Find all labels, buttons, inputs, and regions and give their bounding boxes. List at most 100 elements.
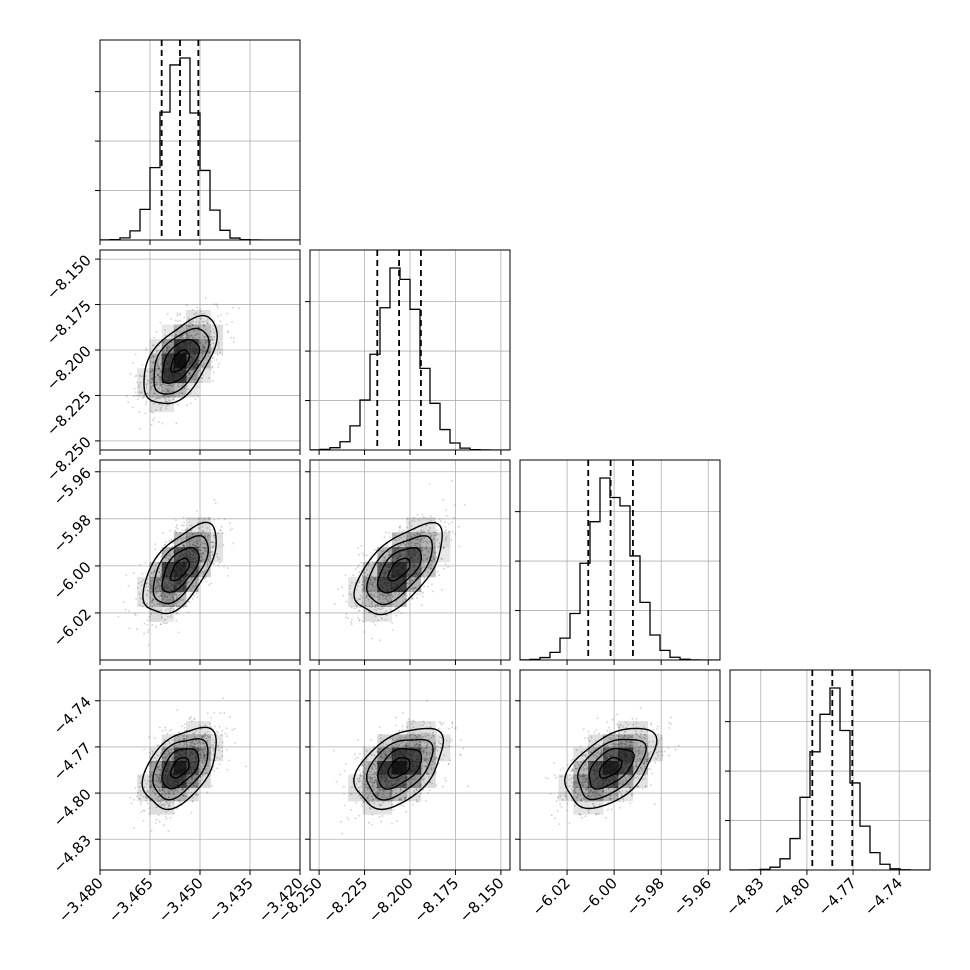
sample-point (201, 374, 204, 376)
sample-point (155, 349, 158, 352)
density-cell (149, 576, 162, 593)
sample-point (408, 592, 411, 595)
sample-point (196, 592, 198, 595)
sample-point (145, 386, 148, 389)
sample-point (156, 766, 159, 769)
sample-point (154, 398, 157, 400)
sample-point (191, 324, 194, 327)
sample-point (193, 736, 196, 738)
sample-point (161, 803, 164, 806)
sample-point (195, 540, 198, 543)
sample-point (193, 742, 196, 745)
sample-point (156, 397, 158, 400)
sample-point (154, 392, 157, 395)
sample-point (200, 755, 202, 757)
sample-point (154, 569, 156, 571)
sample-point (158, 787, 161, 790)
sample-point (199, 539, 202, 542)
sample-point (160, 595, 163, 597)
sample-point (165, 557, 168, 559)
sample-point (193, 731, 196, 734)
sample-point (202, 365, 205, 367)
sample-point (384, 754, 387, 757)
sample-point (153, 392, 155, 395)
sample-point (184, 528, 187, 531)
sample-point (432, 538, 435, 540)
sample-point (172, 382, 174, 385)
sample-point (179, 319, 181, 322)
sample-point (182, 524, 185, 527)
sample-point (423, 579, 425, 581)
sample-point (171, 592, 174, 595)
y-tick-label: −4.74 (50, 693, 95, 738)
sample-point (212, 342, 215, 345)
sample-point (405, 543, 407, 546)
sample-point (170, 555, 173, 558)
sample-point (186, 785, 189, 787)
sample-point (173, 793, 176, 796)
sample-point (138, 786, 141, 788)
sample-point (447, 565, 449, 568)
sample-point (187, 611, 190, 614)
sample-point (179, 743, 182, 746)
sample-point (156, 578, 159, 581)
sample-point (196, 329, 199, 332)
sample-point (445, 508, 447, 511)
sample-point (166, 732, 169, 735)
sample-point (167, 792, 170, 795)
sample-point (157, 755, 160, 758)
sample-point (156, 395, 159, 397)
sample-point (196, 742, 199, 744)
sample-point (176, 538, 179, 541)
sample-point (206, 563, 209, 565)
sample-point (363, 587, 366, 590)
sample-point (181, 789, 184, 791)
sample-point (219, 352, 222, 354)
sample-point (146, 623, 149, 626)
sample-point (430, 563, 432, 566)
sample-point (352, 574, 355, 577)
sample-point (161, 598, 163, 601)
sample-point (438, 542, 441, 545)
sample-point (191, 720, 193, 722)
sample-point (182, 544, 185, 547)
sample-point (145, 400, 148, 403)
sample-point (149, 592, 152, 595)
sample-point (159, 574, 162, 577)
sample-point (410, 576, 413, 579)
sample-point (152, 411, 155, 414)
density-panel-2-3 (305, 459, 511, 665)
sample-point (343, 770, 346, 772)
sample-point (162, 595, 164, 598)
sample-point (193, 746, 196, 748)
sample-point (182, 545, 185, 547)
density-cell (198, 517, 211, 533)
sample-point (188, 601, 191, 603)
sample-point (159, 573, 162, 576)
sample-point (156, 773, 158, 776)
sample-point (177, 605, 179, 608)
sample-point (187, 374, 190, 376)
sample-point (199, 725, 202, 727)
sample-point (387, 594, 390, 597)
sample-point (423, 576, 425, 579)
sample-point (394, 592, 397, 595)
sample-point (467, 785, 469, 788)
sample-point (165, 608, 168, 611)
sample-point (166, 344, 169, 347)
sample-point (186, 336, 188, 339)
sample-point (365, 568, 368, 571)
sample-point (172, 398, 175, 401)
sample-point (203, 335, 206, 338)
sample-point (201, 570, 204, 573)
sample-point (141, 364, 144, 366)
sample-point (361, 596, 363, 599)
sample-point (200, 352, 203, 354)
sample-point (159, 379, 162, 382)
sample-point (170, 614, 172, 617)
sample-point (211, 339, 214, 341)
sample-point (187, 336, 190, 338)
sample-point (192, 313, 195, 316)
sample-point (219, 529, 222, 531)
